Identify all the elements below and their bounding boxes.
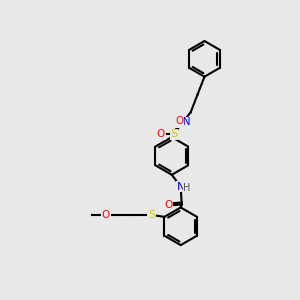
Text: O: O [157, 129, 165, 139]
Text: H: H [184, 183, 191, 193]
Text: N: N [176, 182, 185, 192]
Text: S: S [170, 129, 177, 139]
Text: O: O [165, 200, 173, 211]
Text: O: O [176, 116, 184, 126]
Text: O: O [102, 210, 110, 220]
Text: S: S [148, 210, 155, 220]
Text: HN: HN [175, 117, 190, 127]
